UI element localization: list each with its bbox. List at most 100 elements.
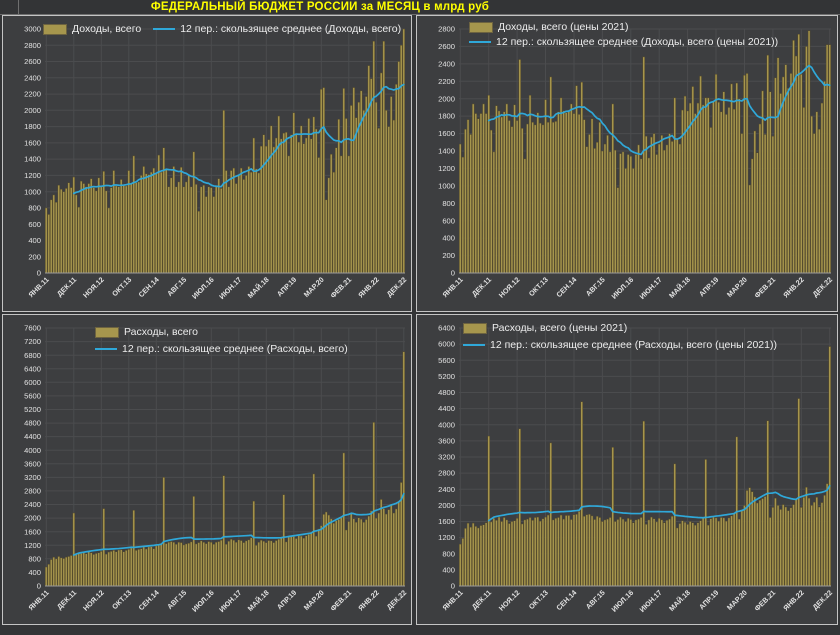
svg-text:МАЙ.18: МАЙ.18: [667, 275, 692, 300]
svg-text:1600: 1600: [438, 129, 455, 138]
svg-text:800: 800: [28, 204, 41, 213]
svg-text:ДЕК.22: ДЕК.22: [385, 588, 409, 612]
revenues-nominal-plot: 0 200 400 600 800 1000 1200 1400 1600 1800 2000 220…: [24, 25, 409, 301]
bar-series-swatch: [463, 322, 487, 334]
chart-revenues-nominal[interactable]: 0 200 400 600 800 1000 1200 1400 1600 1800 2000 220…: [2, 15, 412, 312]
bar-series-swatch: [95, 326, 119, 338]
svg-text:МАР.20: МАР.20: [302, 275, 326, 299]
svg-text:ОКТ.13: ОКТ.13: [527, 588, 550, 611]
svg-text:2400: 2400: [24, 73, 41, 82]
svg-text:6400: 6400: [438, 324, 455, 333]
svg-text:3200: 3200: [438, 453, 455, 462]
svg-text:АВГ.15: АВГ.15: [584, 275, 607, 298]
svg-text:ДЕК.11: ДЕК.11: [55, 588, 78, 611]
svg-text:2000: 2000: [24, 106, 41, 115]
legend-label-bars: Доходы, всего (цены 2021): [498, 21, 629, 33]
svg-text:600: 600: [28, 220, 41, 229]
svg-text:2000: 2000: [438, 94, 455, 103]
line-series-swatch: [469, 41, 491, 43]
legend-label-moving-average: 12 пер.: скользящее среднее (Расходы, вс…: [122, 343, 348, 355]
svg-text:ФЕВ.21: ФЕВ.21: [328, 588, 353, 613]
line-series-swatch: [95, 348, 117, 350]
svg-text:ЯНВ.11: ЯНВ.11: [441, 275, 465, 299]
chart-revenues-real[interactable]: 0 200 400 600 800 1000 1200 1400 1600 1800 2000 220…: [416, 15, 838, 312]
svg-text:3200: 3200: [24, 473, 41, 482]
legend-revenues-real: Доходы, всего (цены 2021) 12 пер.: сколь…: [469, 21, 778, 48]
svg-text:6800: 6800: [24, 351, 41, 360]
legend-label-moving-average: 12 пер.: скользящее среднее (Доходы, все…: [496, 36, 779, 48]
svg-text:НОЯ.12: НОЯ.12: [81, 275, 106, 300]
svg-text:5200: 5200: [438, 372, 455, 381]
bar-series-swatch: [43, 23, 67, 35]
svg-text:800: 800: [442, 549, 455, 558]
legend-label-bars: Расходы, всего: [124, 326, 198, 338]
svg-text:ЯНВ.22: ЯНВ.22: [781, 588, 805, 612]
svg-text:ЯНВ.11: ЯНВ.11: [27, 588, 51, 612]
svg-text:НОЯ.12: НОЯ.12: [497, 588, 522, 613]
legend-label-moving-average: 12 пер.: скользящее среднее (Расходы, вс…: [490, 339, 777, 351]
chart-expenditures-nominal[interactable]: 0 400 800 1200 1600 2000 2400 2800 3200 3600 4000 4…: [2, 314, 412, 625]
svg-text:5200: 5200: [24, 405, 41, 414]
svg-text:ИЮН.17: ИЮН.17: [217, 588, 243, 614]
svg-text:2800: 2800: [438, 25, 455, 34]
svg-text:7200: 7200: [24, 337, 41, 346]
line-series-swatch: [153, 28, 176, 30]
svg-text:ЯНВ.22: ЯНВ.22: [356, 588, 380, 612]
svg-text:4000: 4000: [438, 420, 455, 429]
svg-text:3600: 3600: [24, 459, 41, 468]
svg-text:400: 400: [28, 236, 41, 245]
svg-text:ИЮН.17: ИЮН.17: [217, 275, 243, 301]
svg-text:0: 0: [37, 582, 41, 591]
expenditures-nominal-plot: 0 400 800 1200 1600 2000 2400 2800 3200 3600 4000 4…: [24, 324, 409, 614]
legend-item-moving-average: 12 пер.: скользящее среднее (Доходы, все…: [469, 36, 778, 48]
svg-text:СЕН.14: СЕН.14: [554, 275, 578, 299]
legend-revenues-nominal: Доходы, всего 12 пер.: скользящее средне…: [43, 23, 401, 35]
svg-text:2000: 2000: [438, 501, 455, 510]
svg-text:АПР.19: АПР.19: [275, 588, 298, 611]
svg-text:МАЙ.18: МАЙ.18: [667, 588, 692, 613]
svg-text:400: 400: [442, 234, 455, 243]
legend-item-bars: Расходы, всего: [95, 326, 348, 338]
svg-text:ИЮЛ.16: ИЮЛ.16: [610, 588, 636, 614]
svg-text:ЯНВ.22: ЯНВ.22: [356, 275, 380, 299]
svg-text:2800: 2800: [24, 487, 41, 496]
legend-expenditures-nominal: Расходы, всего 12 пер.: скользящее средн…: [95, 326, 348, 355]
svg-text:МАР.20: МАР.20: [725, 275, 749, 299]
svg-text:1800: 1800: [24, 122, 41, 131]
svg-text:АВГ.15: АВГ.15: [165, 275, 188, 298]
svg-text:1000: 1000: [438, 182, 455, 191]
svg-text:МАР.20: МАР.20: [725, 588, 749, 612]
svg-text:ФЕВ.21: ФЕВ.21: [752, 275, 777, 300]
svg-text:4400: 4400: [24, 432, 41, 441]
svg-text:7600: 7600: [24, 324, 41, 333]
svg-text:1600: 1600: [24, 527, 41, 536]
legend-label-moving-average: 12 пер.: скользящее среднее (Доходы, все…: [180, 23, 402, 35]
svg-text:ОКТ.13: ОКТ.13: [110, 588, 133, 611]
svg-text:0: 0: [37, 269, 41, 278]
svg-text:2400: 2400: [438, 485, 455, 494]
svg-text:ФЕВ.21: ФЕВ.21: [752, 588, 777, 613]
svg-text:1200: 1200: [438, 164, 455, 173]
column-divider: [18, 0, 19, 14]
svg-text:800: 800: [28, 554, 41, 563]
svg-text:2600: 2600: [438, 42, 455, 51]
svg-text:МАР.20: МАР.20: [302, 588, 326, 612]
svg-text:ДЕК.22: ДЕК.22: [811, 588, 835, 612]
svg-text:СЕН.14: СЕН.14: [137, 588, 161, 612]
svg-text:800: 800: [442, 199, 455, 208]
legend-item-moving-average: 12 пер.: скользящее среднее (Доходы, все…: [153, 23, 401, 35]
revenues-real-plot: 0 200 400 600 800 1000 1200 1400 1600 1800 2000 220…: [438, 25, 834, 301]
svg-text:4800: 4800: [24, 419, 41, 428]
svg-text:ФЕВ.21: ФЕВ.21: [328, 275, 353, 300]
svg-text:1200: 1200: [24, 171, 41, 180]
svg-text:АВГ.15: АВГ.15: [584, 588, 607, 611]
legend-item-moving-average: 12 пер.: скользящее среднее (Расходы, вс…: [95, 343, 348, 355]
svg-text:2600: 2600: [24, 57, 41, 66]
svg-text:1200: 1200: [24, 541, 41, 550]
svg-text:2800: 2800: [438, 469, 455, 478]
chart-expenditures-real[interactable]: 0 400 800 1200 1600 2000 2400 2800 3200 3600 4000 4…: [416, 314, 838, 625]
svg-text:ДЕК.22: ДЕК.22: [385, 275, 409, 299]
svg-text:6000: 6000: [438, 340, 455, 349]
svg-text:4800: 4800: [438, 388, 455, 397]
